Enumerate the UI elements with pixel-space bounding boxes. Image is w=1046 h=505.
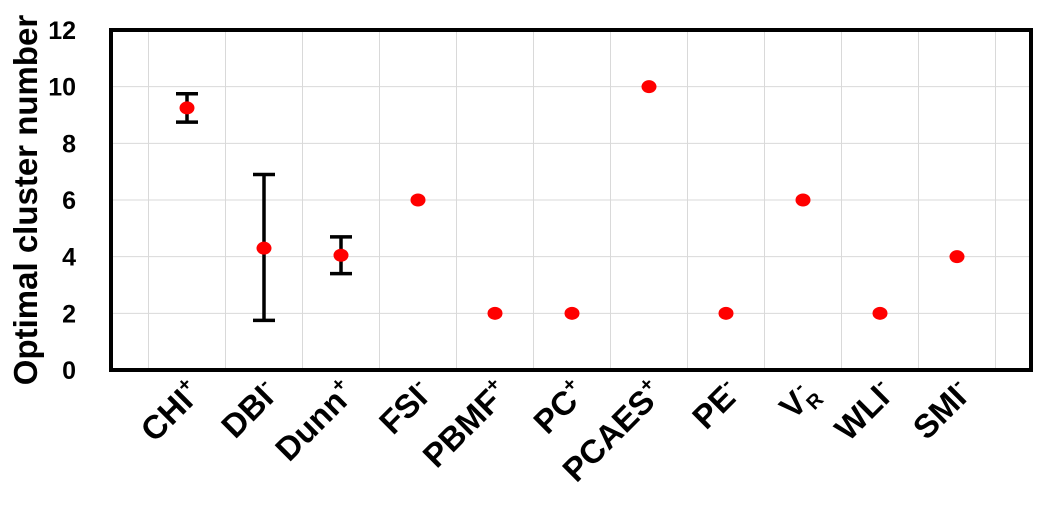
y-tick-label: 10 <box>48 74 76 102</box>
data-point <box>795 193 811 207</box>
data-point <box>410 193 426 207</box>
x-category-label: SMI- <box>905 373 978 446</box>
data-point <box>564 306 580 320</box>
y-tick-label: 8 <box>62 130 76 158</box>
plot-area-border <box>109 28 1033 372</box>
y-axis-ticks: 0 2 4 6 8 10 12 <box>48 17 76 385</box>
data-point <box>333 248 349 262</box>
data-point <box>641 80 657 94</box>
x-category-label: VR- <box>771 373 828 430</box>
data-point <box>872 306 888 320</box>
x-category-label: CHI+ <box>133 373 208 448</box>
y-tick-label: 12 <box>48 17 76 45</box>
x-category-label: FSI- <box>371 373 439 441</box>
data-points <box>179 80 965 320</box>
x-category-label: PE- <box>684 373 747 436</box>
y-tick-label: 4 <box>62 244 76 272</box>
x-category-label: Dunn+ <box>267 373 362 468</box>
y-tick-label: 6 <box>62 187 76 215</box>
gridlines <box>111 29 1031 371</box>
y-tick-label: 2 <box>62 300 76 328</box>
x-category-label: PBMF+ <box>415 373 516 474</box>
data-point <box>718 306 734 320</box>
y-axis-title: Optimal cluster number <box>7 15 44 386</box>
y-tick-label: 0 <box>62 357 76 385</box>
data-point <box>179 101 195 115</box>
error-bars <box>176 92 352 323</box>
x-axis-labels: CHI+ DBI-Dunn+ FSI-PBMF+ PC+PCAES+ PE-VR- WLI… <box>133 373 978 489</box>
data-point <box>256 241 272 255</box>
x-category-label: WLI- <box>827 373 901 447</box>
x-category-label: PC+ <box>525 373 593 441</box>
data-point <box>487 306 503 320</box>
data-point <box>949 250 965 264</box>
